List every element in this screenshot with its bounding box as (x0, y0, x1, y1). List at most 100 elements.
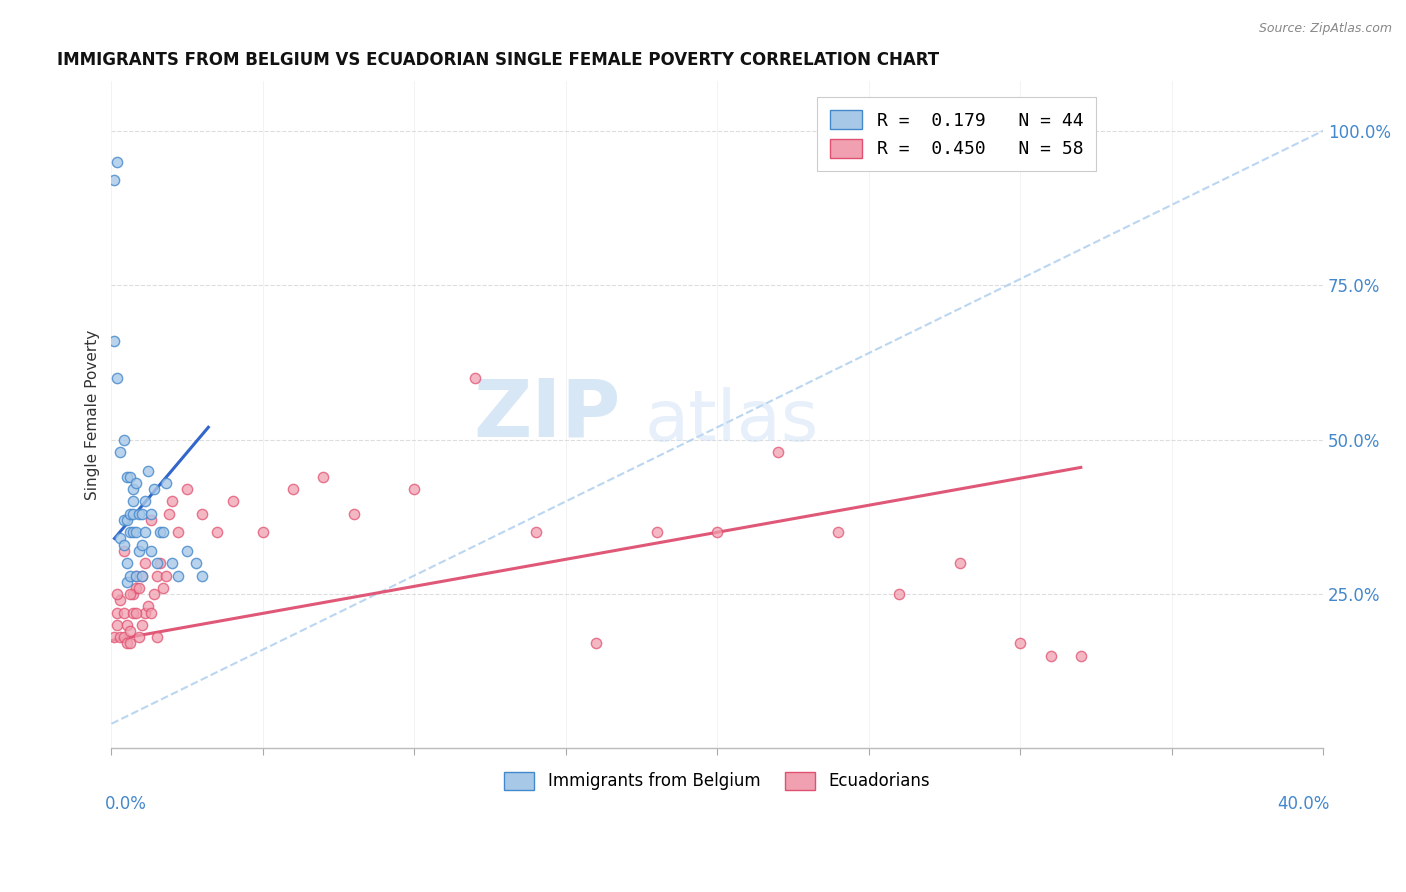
Point (186, 556, 208, 570)
Text: ZIP: ZIP (472, 376, 620, 454)
Point (124, 525, 146, 540)
Point (155, 568, 177, 582)
Point (136, 599, 159, 614)
Point (107, 371, 129, 385)
Text: 0.0%: 0.0% (105, 795, 148, 814)
Point (283, 482, 305, 496)
Point (464, 371, 486, 385)
Point (146, 630, 169, 644)
Point (152, 581, 174, 595)
Point (124, 581, 146, 595)
Point (118, 568, 141, 582)
Point (585, 636, 607, 650)
Point (167, 525, 190, 540)
Point (112, 513, 135, 527)
Point (146, 568, 169, 582)
Point (207, 525, 229, 540)
Point (1010, 636, 1032, 650)
Point (1070, 648, 1092, 663)
Point (115, 636, 138, 650)
Point (252, 525, 274, 540)
Point (134, 494, 156, 508)
Point (115, 513, 138, 527)
Point (107, 606, 129, 620)
Point (118, 587, 141, 601)
Point (131, 568, 153, 582)
Point (110, 532, 132, 546)
Point (118, 507, 141, 521)
Point (124, 568, 146, 582)
Point (404, 482, 426, 496)
Point (118, 469, 141, 483)
Point (121, 587, 143, 601)
Point (887, 587, 910, 601)
Point (343, 507, 366, 521)
Text: atlas: atlas (644, 387, 818, 456)
Point (107, 618, 129, 632)
Point (110, 593, 132, 607)
Point (706, 525, 728, 540)
Point (128, 507, 150, 521)
Point (124, 568, 146, 582)
Point (128, 544, 150, 558)
Point (124, 606, 146, 620)
Point (152, 525, 174, 540)
Point (827, 525, 849, 540)
Point (766, 445, 789, 459)
Point (131, 618, 153, 632)
Point (221, 494, 243, 508)
Point (128, 581, 150, 595)
Point (176, 544, 198, 558)
Point (103, 334, 125, 348)
Point (155, 475, 177, 490)
Point (191, 507, 214, 521)
Point (191, 568, 214, 582)
Point (139, 513, 162, 527)
Point (149, 525, 172, 540)
Point (107, 587, 129, 601)
Point (139, 544, 162, 558)
Point (118, 624, 141, 639)
Point (103, 173, 125, 187)
Point (112, 433, 135, 447)
Point (103, 630, 125, 644)
Point (115, 556, 138, 570)
Point (524, 525, 547, 540)
Point (167, 568, 190, 582)
Y-axis label: Single Female Poverty: Single Female Poverty (86, 330, 100, 500)
Point (112, 544, 135, 558)
Point (139, 606, 162, 620)
Point (1039, 648, 1062, 663)
Point (115, 618, 138, 632)
Point (131, 568, 153, 582)
Point (118, 525, 141, 540)
Point (128, 630, 150, 644)
Point (160, 556, 183, 570)
Text: 40.0%: 40.0% (1277, 795, 1329, 814)
Point (149, 556, 172, 570)
Point (157, 507, 180, 521)
Point (134, 525, 156, 540)
Text: IMMIGRANTS FROM BELGIUM VS ECUADORIAN SINGLE FEMALE POVERTY CORRELATION CHART: IMMIGRANTS FROM BELGIUM VS ECUADORIAN SI… (56, 51, 939, 69)
Legend: Immigrants from Belgium, Ecuadorians: Immigrants from Belgium, Ecuadorians (495, 762, 941, 800)
Point (124, 475, 146, 490)
Text: Source: ZipAtlas.com: Source: ZipAtlas.com (1258, 22, 1392, 36)
Point (131, 538, 153, 552)
Point (121, 606, 143, 620)
Point (118, 636, 141, 650)
Point (121, 494, 143, 508)
Point (134, 606, 156, 620)
Point (110, 445, 132, 459)
Point (949, 556, 972, 570)
Point (112, 630, 135, 644)
Point (112, 606, 135, 620)
Point (107, 154, 129, 169)
Point (160, 494, 183, 508)
Point (645, 525, 668, 540)
Point (121, 507, 143, 521)
Point (136, 463, 159, 477)
Point (142, 587, 165, 601)
Point (146, 556, 169, 570)
Point (131, 507, 153, 521)
Point (312, 469, 335, 483)
